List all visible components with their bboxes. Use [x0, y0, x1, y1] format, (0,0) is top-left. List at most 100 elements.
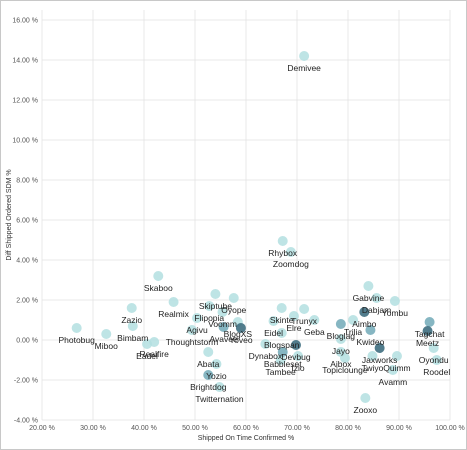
data-point-label: Dabjam: [362, 305, 391, 315]
data-point: [186, 325, 197, 335]
data-point: [348, 315, 359, 325]
data-points: [71, 51, 442, 403]
data-point: [210, 289, 221, 299]
data-point-label: Tagchat: [415, 329, 445, 339]
data-point: [360, 393, 371, 403]
x-tick-label: 70.00 %: [284, 425, 310, 432]
data-point-label: Thoughtstorm: [166, 337, 218, 347]
data-point: [367, 351, 378, 361]
data-point: [335, 334, 346, 344]
data-point: [126, 303, 137, 313]
data-point-label: Kwideo: [356, 337, 384, 347]
x-tick-label: 100.00 %: [435, 425, 465, 432]
data-point-label: Jaxworks: [362, 355, 397, 365]
data-point-label: Aimbo: [352, 319, 376, 329]
data-point-label: Topiclounge: [322, 365, 368, 375]
data-point-label: Meetz: [416, 338, 439, 348]
x-tick-label: 50.00 %: [182, 425, 208, 432]
data-point: [288, 311, 299, 321]
data-point: [275, 355, 286, 365]
y-tick-label: 2.00 %: [16, 298, 38, 305]
data-point: [260, 339, 271, 349]
data-point: [335, 319, 346, 329]
data-point-label: Flipopia: [194, 313, 224, 323]
data-point: [389, 296, 400, 306]
data-point: [211, 359, 222, 369]
data-point: [285, 247, 296, 257]
data-point-label: Gabvine: [353, 293, 385, 303]
data-point-label: Oyondu: [419, 355, 449, 365]
data-point-label: Brightdog: [190, 382, 227, 392]
x-tick-label: 60.00 %: [233, 425, 259, 432]
data-point-label: Bimbam: [117, 333, 148, 343]
data-point-label: Izio: [291, 363, 305, 373]
data-point: [228, 293, 239, 303]
data-point: [422, 326, 433, 336]
data-point: [218, 322, 229, 332]
data-point-label: Eadel: [136, 351, 158, 361]
x-tick-label: 30.00 %: [80, 425, 106, 432]
data-point-label: Quimm: [383, 363, 410, 373]
data-point: [203, 347, 214, 357]
data-point: [365, 325, 376, 335]
data-point-label: Zooxo: [354, 405, 378, 415]
data-point: [339, 353, 350, 363]
y-tick-label: 0.00 %: [16, 338, 38, 345]
y-tick-label: -4.00 %: [14, 418, 38, 425]
data-point-label: Zoomdog: [273, 259, 309, 269]
data-point: [71, 323, 82, 333]
data-point-label: Skinte: [270, 315, 294, 325]
data-point: [277, 236, 288, 246]
data-point-label: Photobug: [58, 335, 95, 345]
data-point-label: Blogspan: [264, 340, 300, 350]
data-point-label: Eidel: [264, 328, 283, 338]
data-point-label: Bloglag: [327, 331, 356, 341]
y-tick-label: 12.00 %: [12, 98, 38, 105]
data-point: [359, 307, 370, 317]
data-point: [371, 293, 382, 303]
data-point-label: Devbug: [281, 352, 311, 362]
y-axis-title: Diff Shipped Ordered SDM %: [6, 169, 13, 260]
data-point-label: Geba: [304, 327, 325, 337]
y-tick-label: -2.00 %: [14, 378, 38, 385]
data-point-label: Dynabox: [249, 351, 283, 361]
data-point: [290, 340, 301, 350]
data-point-label: Rhybox: [268, 248, 298, 258]
data-point: [277, 347, 288, 357]
data-point: [149, 337, 160, 347]
y-tick-label: 4.00 %: [16, 258, 38, 265]
x-tick-label: 80.00 %: [335, 425, 361, 432]
data-point-label: Babbleset: [264, 359, 302, 369]
data-point: [431, 355, 442, 365]
data-point: [168, 297, 179, 307]
data-point-label: Miboo: [95, 341, 118, 351]
y-tick-label: 14.00 %: [12, 58, 38, 65]
data-point: [374, 343, 385, 353]
data-point-label: Yombu: [382, 308, 408, 318]
data-point-label: Jayo: [332, 346, 350, 356]
y-tick-label: 10.00 %: [12, 138, 38, 145]
data-point: [391, 351, 402, 361]
data-point-label: Yozio: [206, 371, 227, 381]
data-point-label: Tambee: [266, 367, 297, 377]
data-point: [428, 343, 439, 353]
data-point-label: Trilia: [344, 327, 362, 337]
data-point: [276, 303, 287, 313]
data-point: [204, 301, 215, 311]
data-point-label: Aibox: [330, 359, 352, 369]
y-tick-label: 16.00 %: [12, 18, 38, 25]
data-point: [309, 315, 320, 325]
x-tick-label: 20.00 %: [29, 425, 55, 432]
data-point-label: Realfire: [140, 349, 170, 359]
data-point-label: Avamm: [379, 377, 408, 387]
data-point-label: Yoveo: [229, 335, 253, 345]
data-point-label: Agivu: [186, 325, 208, 335]
data-point-label: Oyope: [221, 305, 246, 315]
data-point: [127, 321, 138, 331]
axis-tick-labels: 20.00 % 30.00 % 40.00 % 50.00 % 60.00 % 70.00…: [12, 18, 464, 433]
data-point: [101, 329, 112, 339]
data-point: [299, 51, 310, 61]
